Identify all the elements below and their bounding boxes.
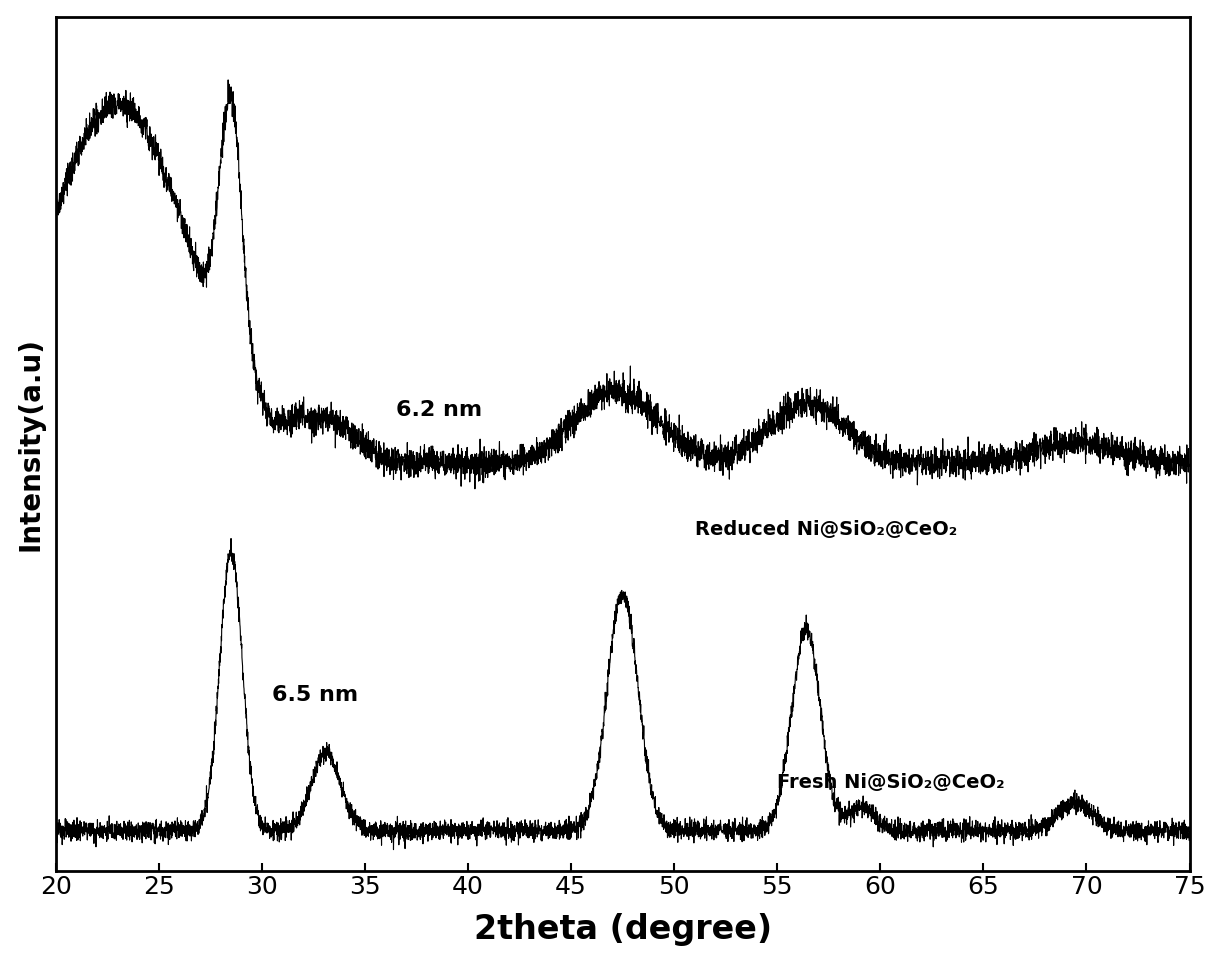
X-axis label: 2theta (degree): 2theta (degree) (474, 913, 772, 947)
Text: Fresh Ni@SiO₂@CeO₂: Fresh Ni@SiO₂@CeO₂ (777, 772, 1004, 792)
Text: 6.2 nm: 6.2 nm (396, 400, 481, 420)
Text: 6.5 nm: 6.5 nm (273, 685, 358, 705)
Text: Reduced Ni@SiO₂@CeO₂: Reduced Ni@SiO₂@CeO₂ (695, 520, 957, 538)
Y-axis label: Intensity(a.u): Intensity(a.u) (17, 337, 45, 551)
